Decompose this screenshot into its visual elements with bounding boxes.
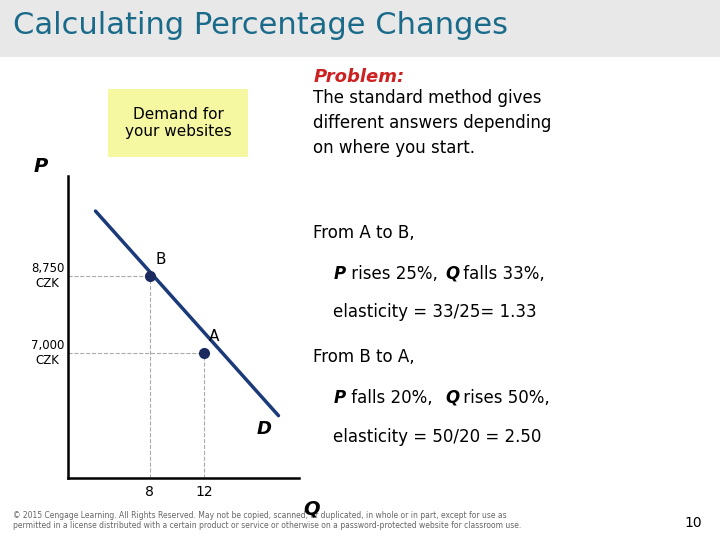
Text: Q: Q xyxy=(445,265,459,282)
Text: P: P xyxy=(333,389,346,407)
FancyBboxPatch shape xyxy=(108,89,248,157)
Text: falls 33%,: falls 33%, xyxy=(458,265,544,282)
Text: Demand for
your websites: Demand for your websites xyxy=(125,107,232,139)
Text: A: A xyxy=(210,329,220,345)
Text: 8,750
CZK: 8,750 CZK xyxy=(31,261,64,289)
FancyBboxPatch shape xyxy=(0,0,720,57)
Text: D: D xyxy=(257,420,271,438)
Text: 10: 10 xyxy=(685,516,702,530)
Text: falls 20%,: falls 20%, xyxy=(346,389,433,407)
Text: rises 25%,: rises 25%, xyxy=(346,265,438,282)
Text: elasticity = 50/20 = 2.50: elasticity = 50/20 = 2.50 xyxy=(333,428,541,445)
Text: The standard method gives
different answers depending
on where you start.: The standard method gives different answ… xyxy=(313,89,552,157)
Text: Calculating Percentage Changes: Calculating Percentage Changes xyxy=(13,11,508,40)
Text: rises 50%,: rises 50%, xyxy=(458,389,549,407)
Text: From A to B,: From A to B, xyxy=(313,224,415,242)
Text: Q: Q xyxy=(445,389,459,407)
Text: From B to A,: From B to A, xyxy=(313,348,415,366)
Text: P: P xyxy=(34,157,48,176)
Text: P: P xyxy=(333,265,346,282)
Text: 12: 12 xyxy=(195,484,212,498)
Text: 7,000
CZK: 7,000 CZK xyxy=(31,339,64,367)
Text: 8: 8 xyxy=(145,484,154,498)
Text: Problem:: Problem: xyxy=(313,68,405,85)
Text: B: B xyxy=(155,252,166,267)
Text: © 2015 Cengage Learning. All Rights Reserved. May not be copied, scanned, or dup: © 2015 Cengage Learning. All Rights Rese… xyxy=(13,511,521,530)
Text: elasticity = 33/25= 1.33: elasticity = 33/25= 1.33 xyxy=(333,303,537,321)
Text: Q: Q xyxy=(303,499,320,518)
